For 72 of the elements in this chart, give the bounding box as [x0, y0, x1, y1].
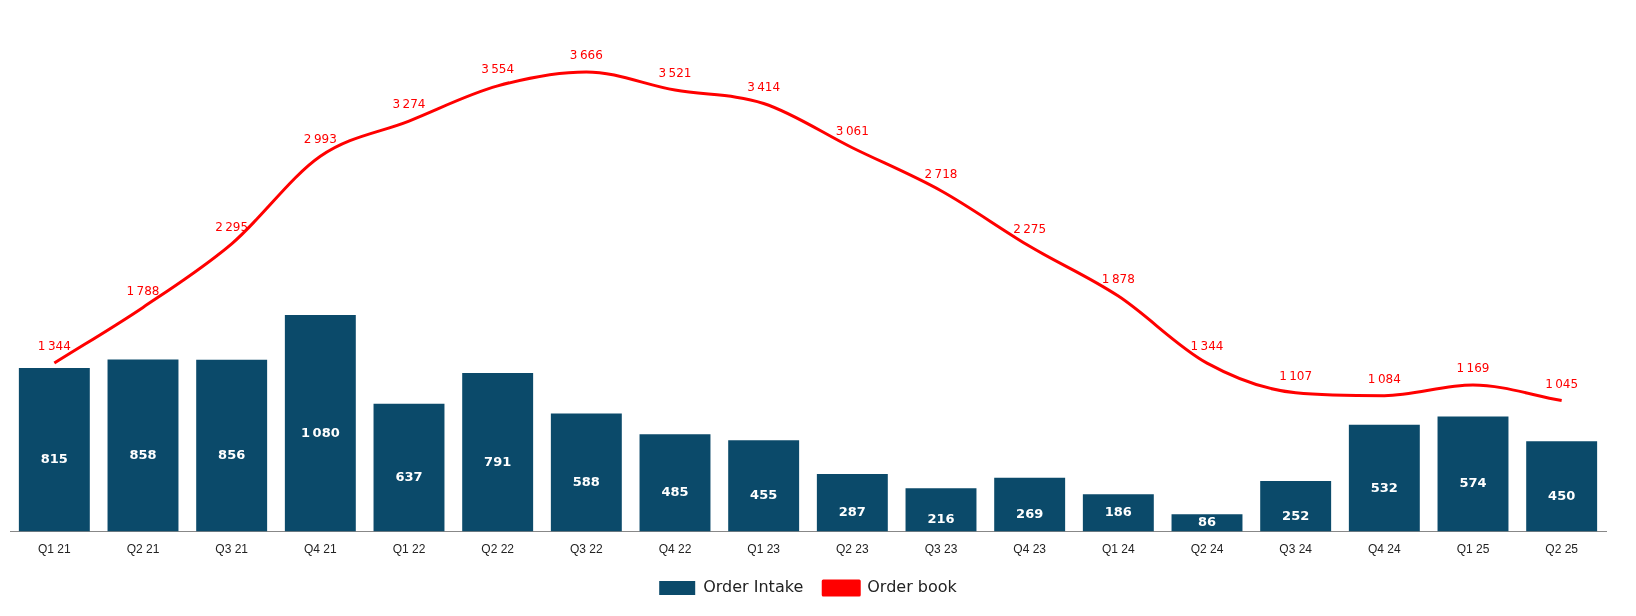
- bar: [550, 413, 622, 532]
- x-tick-label: Q4 23: [1013, 542, 1047, 557]
- x-tick-label: Q2 25: [1545, 542, 1579, 557]
- x-tick-label: Q1 22: [392, 542, 426, 557]
- x-tick-label: Q2 22: [481, 542, 515, 557]
- x-tick-label: Q3 23: [924, 542, 958, 557]
- x-tick-label: Q4 22: [658, 542, 692, 557]
- x-tick-label: Q2 23: [835, 542, 869, 557]
- data-label: 86: [1197, 514, 1217, 530]
- data-label: 2 993: [303, 132, 337, 147]
- data-label: 1 084: [1367, 371, 1401, 386]
- data-label: 588: [572, 473, 600, 489]
- data-label: 1 169: [1456, 361, 1490, 376]
- bar: [196, 359, 268, 532]
- data-label: 532: [1370, 479, 1398, 495]
- data-label: 186: [1104, 504, 1132, 520]
- bar: [1260, 481, 1332, 532]
- data-label: 3 666: [569, 48, 603, 63]
- data-label: 815: [40, 451, 68, 467]
- x-tick-label: Q4 21: [303, 542, 337, 557]
- bar: [639, 434, 711, 532]
- x-tick-label: Q1 24: [1101, 542, 1135, 557]
- bar: [905, 488, 977, 532]
- bar: [284, 314, 356, 532]
- data-label: 2 718: [924, 166, 958, 181]
- bar: [107, 359, 179, 532]
- bar: [994, 477, 1066, 532]
- data-label: 791: [484, 453, 512, 469]
- x-tick-label: Q1 25: [1456, 542, 1490, 557]
- data-label: 856: [218, 447, 246, 463]
- data-label: 1 080: [300, 424, 340, 440]
- data-label: 637: [395, 469, 423, 485]
- data-label: 485: [661, 484, 689, 500]
- data-label: 450: [1548, 487, 1576, 503]
- data-label: 216: [927, 511, 955, 527]
- legend-label: Order book: [867, 577, 958, 597]
- data-label: 269: [1016, 505, 1044, 521]
- bar: [728, 440, 800, 532]
- data-label: 3 061: [835, 123, 869, 138]
- bar: [816, 474, 888, 532]
- data-label: 574: [1459, 475, 1487, 491]
- bar: [1437, 416, 1509, 532]
- x-tick-label: Q3 22: [569, 542, 603, 557]
- x-tick-label: Q3 21: [215, 542, 249, 557]
- data-label: 3 414: [747, 79, 781, 94]
- bar: [373, 403, 445, 532]
- data-label: 2 275: [1013, 222, 1047, 237]
- data-label: 858: [129, 446, 157, 462]
- legend-label: Order Intake: [703, 577, 804, 597]
- data-label: 3 521: [658, 66, 692, 81]
- data-label: 1 878: [1101, 272, 1135, 287]
- x-tick-label: Q4 24: [1367, 542, 1401, 557]
- bar: [1348, 424, 1420, 532]
- bar: [462, 372, 534, 532]
- bar: [1082, 494, 1154, 532]
- x-tick-label: Q1 23: [747, 542, 781, 557]
- x-tick-label: Q3 24: [1279, 542, 1313, 557]
- bar: [1526, 441, 1598, 532]
- data-label: 1 107: [1279, 368, 1313, 383]
- x-tick-label: Q2 21: [126, 542, 160, 557]
- bar: [18, 368, 90, 532]
- x-tick-label: Q2 24: [1190, 542, 1224, 557]
- x-tick-label: Q1 21: [37, 542, 71, 557]
- data-label: 1 788: [126, 283, 160, 298]
- data-label: 455: [750, 487, 778, 503]
- data-label: 252: [1282, 507, 1310, 523]
- data-label: 1 344: [37, 339, 71, 354]
- data-label: 3 554: [481, 62, 515, 77]
- data-label: 1 344: [1190, 339, 1224, 354]
- data-label: 287: [838, 504, 866, 520]
- data-label: 3 274: [392, 97, 426, 112]
- data-label: 1 045: [1545, 376, 1579, 391]
